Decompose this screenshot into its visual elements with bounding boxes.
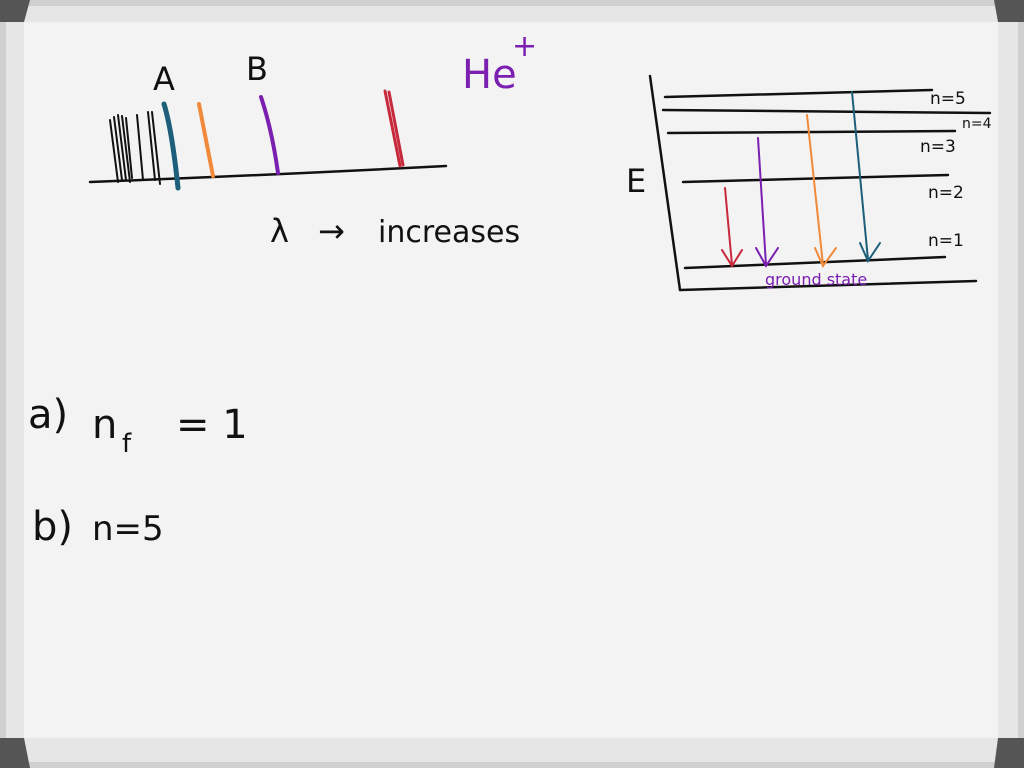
label-a: A [153,60,175,98]
spectral-line-purple [259,95,280,175]
series-limit-lines [109,111,161,185]
ion-charge: + [512,29,537,64]
answer-b-label: b) [32,504,73,550]
transition-arrows [721,91,881,268]
answer-a-sub: f [122,429,132,459]
label-n3: n=3 [920,137,956,157]
arrow-orange [806,114,837,268]
label-n5: n=5 [930,89,966,109]
lambda-symbol: λ [270,212,289,250]
answer-a: a) n f = 1 [28,392,248,459]
spectral-line-orange [197,102,215,178]
ground-state-label: ground state [765,270,867,289]
level-n2 [681,173,950,184]
answer-a-label: a) [28,392,68,438]
bottom-line [678,279,978,292]
energy-axis [648,74,682,292]
level-n3 [666,129,957,135]
answer-b: b) n=5 [32,504,164,550]
spectrum-diagram [88,89,448,191]
ion-label: He [462,52,517,98]
arrow-purple [755,137,779,268]
energy-level-diagram [648,74,992,292]
label-n4: n=4 [962,116,992,132]
spectral-line-teal [161,101,181,191]
answer-b-value: n=5 [92,509,164,549]
spectral-line-red [383,89,405,168]
axis-text: increases [378,215,520,250]
label-n2: n=2 [928,183,964,203]
axis-arrow: → [318,212,345,250]
label-n1: n=1 [928,231,964,251]
answer-a-var: n [92,402,117,448]
level-n5 [663,88,934,99]
energy-axis-label: E [626,162,646,200]
arrow-teal [851,91,881,264]
answer-a-value: = 1 [176,402,248,448]
level-n4 [661,108,992,115]
label-b: B [246,50,268,88]
arrow-red [721,187,743,268]
level-n1 [683,255,947,270]
spectrum-baseline [88,164,448,184]
board-surface [24,22,998,738]
